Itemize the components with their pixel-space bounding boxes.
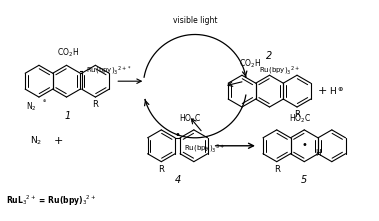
- Text: H$^\oplus$: H$^\oplus$: [329, 85, 344, 97]
- Text: visible light: visible light: [173, 15, 217, 25]
- Text: CO$_2$H: CO$_2$H: [239, 58, 261, 70]
- Text: R: R: [274, 165, 280, 174]
- Text: $^\oplus$: $^\oplus$: [42, 99, 48, 104]
- Text: 1: 1: [64, 111, 70, 121]
- Text: +: +: [318, 86, 327, 96]
- Text: Ru(bpy)$_3$$^{2+*}$: Ru(bpy)$_3$$^{2+*}$: [86, 65, 132, 77]
- Text: 4: 4: [174, 175, 181, 185]
- Text: +: +: [54, 136, 64, 146]
- Text: •: •: [175, 130, 180, 140]
- Text: N$_2$: N$_2$: [26, 100, 37, 112]
- Text: CO$_2$H: CO$_2$H: [58, 47, 80, 59]
- Text: HO$_2$C: HO$_2$C: [179, 112, 201, 125]
- Text: Ru(bpy)$_3$$^{2+}$: Ru(bpy)$_3$$^{2+}$: [258, 65, 299, 77]
- Text: R: R: [92, 100, 98, 109]
- Text: N$_2$: N$_2$: [30, 135, 42, 147]
- Text: •: •: [301, 140, 307, 150]
- Text: 5: 5: [301, 175, 307, 185]
- Text: H: H: [315, 149, 321, 158]
- Text: R: R: [294, 110, 300, 119]
- Text: RuL$_3$$^{2+}$ = Ru(bpy)$_3$$^{2+}$: RuL$_3$$^{2+}$ = Ru(bpy)$_3$$^{2+}$: [6, 194, 96, 208]
- Text: 2: 2: [266, 51, 273, 61]
- Text: R: R: [158, 165, 164, 174]
- Text: HO$_2$C: HO$_2$C: [289, 112, 312, 125]
- Text: Ru(bpy)$_3$$^{3+}$: Ru(bpy)$_3$$^{3+}$: [185, 143, 226, 155]
